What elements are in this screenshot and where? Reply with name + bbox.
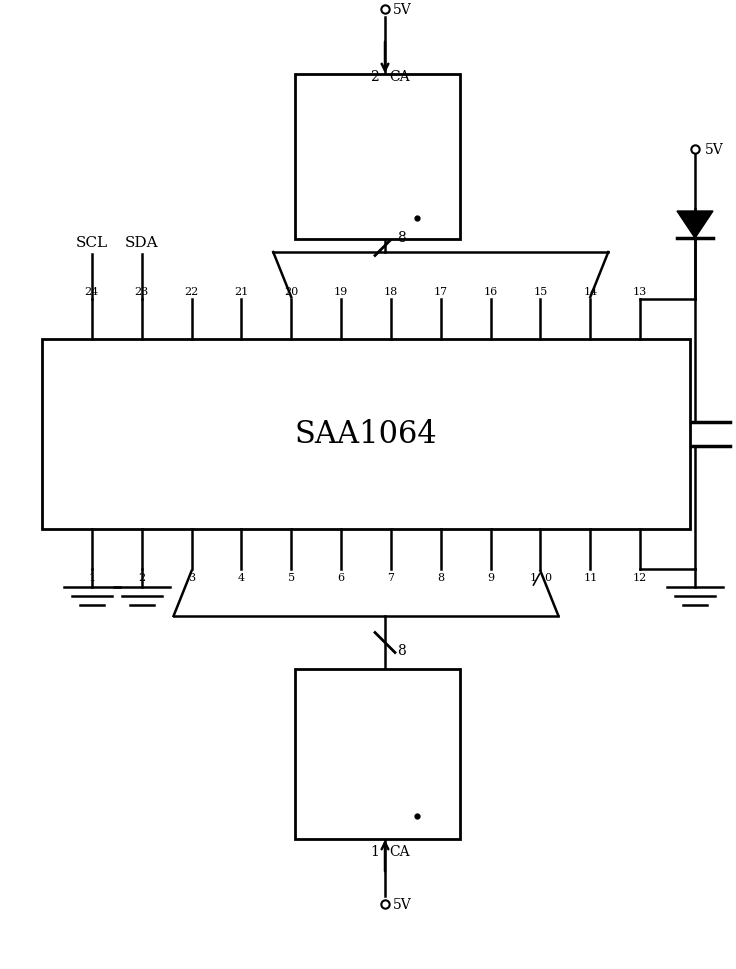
- Text: 14: 14: [583, 287, 598, 297]
- Text: 8: 8: [397, 232, 406, 245]
- Text: 2: 2: [138, 573, 145, 582]
- Text: 0: 0: [545, 573, 551, 582]
- Text: 8: 8: [437, 573, 445, 582]
- Text: 5V: 5V: [393, 897, 411, 911]
- Text: 1: 1: [88, 573, 96, 582]
- Text: 17: 17: [434, 287, 447, 297]
- Text: SCL: SCL: [76, 235, 108, 250]
- Text: 18: 18: [383, 287, 398, 297]
- Text: 6: 6: [338, 573, 344, 582]
- Text: 7: 7: [387, 573, 394, 582]
- Text: 11: 11: [583, 573, 598, 582]
- Text: 20: 20: [284, 287, 298, 297]
- Text: SDA: SDA: [125, 235, 158, 250]
- Text: 12: 12: [633, 573, 647, 582]
- Text: 9: 9: [487, 573, 494, 582]
- Text: 21: 21: [234, 287, 249, 297]
- Text: 15: 15: [534, 287, 548, 297]
- Text: 8: 8: [397, 643, 406, 658]
- Text: 5V: 5V: [705, 142, 723, 157]
- Polygon shape: [677, 212, 713, 238]
- Text: 13: 13: [633, 287, 647, 297]
- Bar: [295, 670, 460, 839]
- Text: SAA1064: SAA1064: [294, 419, 437, 450]
- Text: CA: CA: [389, 844, 410, 859]
- Text: 19: 19: [334, 287, 348, 297]
- Text: 23: 23: [135, 287, 149, 297]
- Text: 24: 24: [85, 287, 99, 297]
- Text: 22: 22: [185, 287, 199, 297]
- Bar: [295, 75, 460, 239]
- Text: 1: 1: [370, 844, 379, 859]
- Bar: [42, 340, 690, 529]
- Text: 2: 2: [370, 70, 379, 84]
- Text: 16: 16: [484, 287, 498, 297]
- Text: 3: 3: [188, 573, 195, 582]
- Text: 1: 1: [529, 573, 537, 582]
- Text: $\it{C}$: $\it{C}$: [735, 420, 736, 433]
- Text: CA: CA: [389, 70, 410, 84]
- Text: 5: 5: [288, 573, 295, 582]
- Text: 5V: 5V: [393, 3, 411, 17]
- Text: 4: 4: [238, 573, 245, 582]
